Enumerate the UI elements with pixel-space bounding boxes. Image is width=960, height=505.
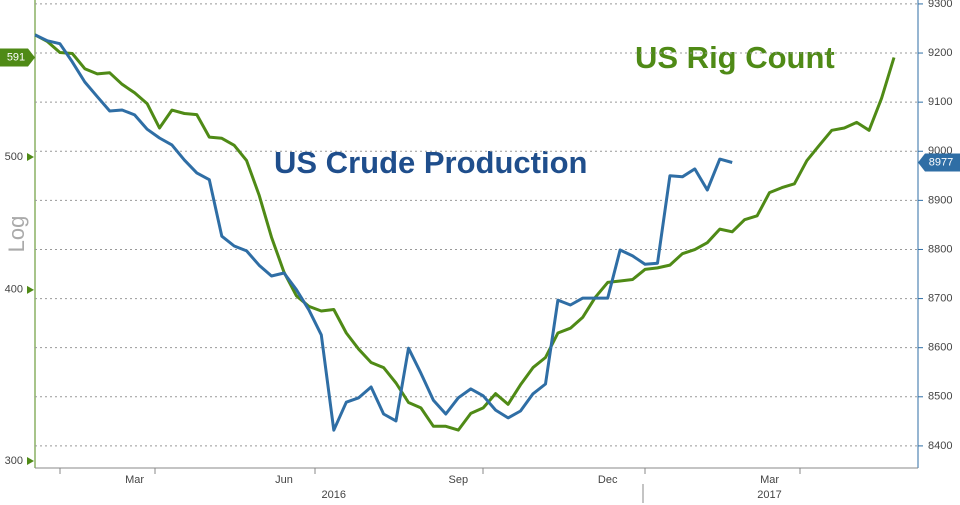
x-tick-label: Mar [125, 474, 144, 486]
y2-tick-label: 9300 [928, 0, 952, 10]
y2-tick-label: 8400 [928, 440, 952, 452]
y2-tick-label: 8800 [928, 243, 952, 255]
last-value-tag [0, 48, 35, 67]
y-tick-label: 300 [5, 455, 23, 467]
y2-tick-label: 8900 [928, 194, 952, 206]
last-value-label: 591 [7, 51, 25, 63]
y-tick-label: 500 [5, 151, 23, 163]
x-tick-label: Jun [275, 474, 293, 486]
x-tick-label: Mar [760, 474, 779, 486]
rig-count-label: US Rig Count [635, 40, 835, 75]
y-label: Log [4, 216, 29, 253]
y-tick [27, 153, 34, 162]
series-line [34, 33, 896, 432]
y-tick [27, 285, 34, 294]
y2-tick-label: 9100 [928, 96, 952, 108]
x-tick-label: Dec [598, 474, 618, 486]
x-ticks [59, 468, 801, 503]
production-label: US Crude Production [274, 145, 587, 180]
y2-tick-label: 9200 [928, 47, 952, 59]
last-value-tag [918, 153, 960, 172]
series-line [34, 33, 733, 432]
y-tick-label: 400 [5, 284, 23, 296]
y-tick [27, 457, 34, 466]
y2-tick-label: 8500 [928, 391, 952, 403]
year-label: 2017 [757, 489, 781, 501]
y2-tick-label: 8700 [928, 292, 952, 304]
y2-tick-label: 8600 [928, 342, 952, 354]
last-value-label: 8977 [929, 156, 953, 168]
year-label: 2016 [322, 489, 346, 501]
x-tick-label: Sep [449, 474, 469, 486]
